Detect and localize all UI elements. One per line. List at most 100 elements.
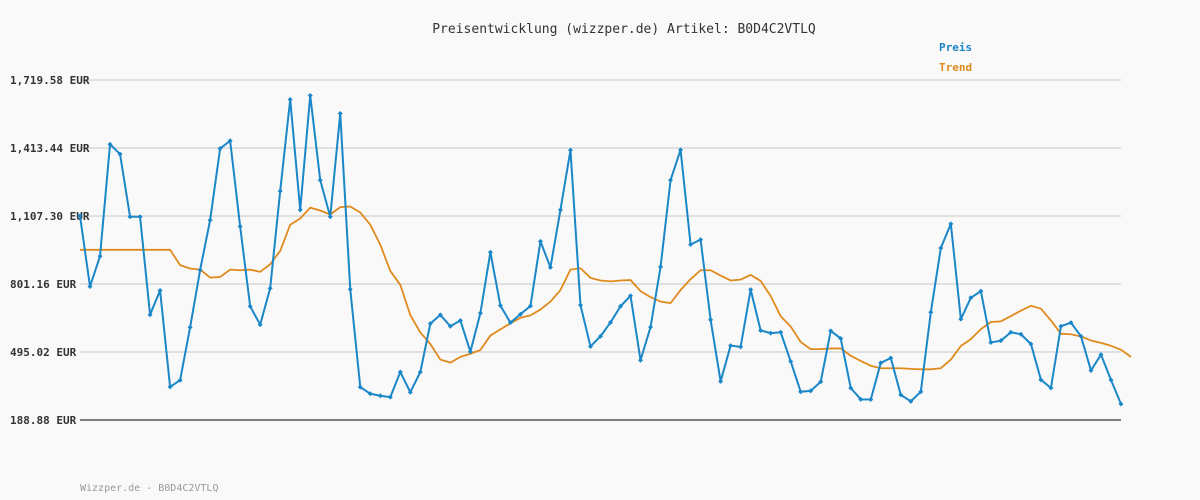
data-point [487,249,493,255]
data-point [818,379,824,385]
data-point [267,285,273,291]
data-point [888,355,894,361]
series-line-trend [80,205,1132,371]
data-point [547,264,553,270]
data-point [287,96,293,102]
data-point [517,311,523,317]
legend-entry-trend: Trend [939,61,972,74]
chart-title: Preisentwicklung (wizzper.de) Artikel: B… [432,22,816,37]
data-point [1068,320,1074,326]
data-point [918,389,924,395]
data-point [828,328,834,334]
data-point [147,312,153,318]
data-point [948,221,954,227]
grid-lines [80,79,1121,353]
data-point [507,320,513,326]
data-point [217,146,223,152]
data-point [638,357,644,363]
data-point [908,398,914,404]
data-point [157,287,163,293]
data-point [898,392,904,398]
data-point [1078,333,1084,339]
data-point [77,213,83,219]
data-point [567,147,573,153]
data-point [197,267,203,273]
data-point [587,343,593,349]
data-point [227,138,233,144]
data-point [1038,377,1044,383]
data-point [748,287,754,293]
data-point [648,324,654,330]
y-tick-label: 1,413.44 EUR [10,142,90,155]
data-point [387,394,393,400]
data-point [608,319,614,325]
data-point [1088,367,1094,373]
data-point [788,358,794,364]
data-point [327,214,333,220]
data-point [127,214,133,220]
data-point [868,397,874,403]
data-point [437,312,443,318]
data-point [988,339,994,345]
legend-entry-preis: Preis [939,41,972,54]
data-point [1028,341,1034,347]
y-tick-label: 495.02 EUR [10,346,77,359]
data-point [167,384,173,390]
data-point [1118,401,1124,407]
data-point [1048,385,1054,391]
data-point [928,309,934,315]
data-point [1108,377,1114,383]
data-point [457,317,463,323]
data-point [708,317,714,323]
data-point [718,378,724,384]
data-point [427,321,433,327]
y-tick-label: 1,719.58 EUR [10,74,90,87]
data-point [628,293,634,299]
y-axis-ticks: 188.88 EUR 495.02 EUR 801.16 EUR 1,107.30 E… [10,74,90,427]
data-point [1058,323,1064,329]
legend: Preis Trend [939,41,972,74]
data-point [978,288,984,294]
data-point [537,238,543,244]
data-point [838,335,844,341]
series-group [77,92,1132,407]
data-point [497,303,503,309]
data-point [878,360,884,366]
data-point [97,253,103,259]
data-point [347,286,353,292]
data-point [1008,329,1014,335]
data-point [407,389,413,395]
y-tick-label: 801.16 EUR [10,278,77,291]
data-point [858,396,864,402]
data-point [317,177,323,183]
footer-text: Wizzper.de - B0D4C2VTLQ [80,483,218,494]
data-point [557,207,563,213]
data-point [618,303,624,309]
data-point [477,310,483,316]
series-line-preis [79,94,1122,405]
data-point [87,283,93,289]
data-point [768,330,774,336]
data-point [137,214,143,220]
data-point [938,245,944,251]
data-point [117,151,123,157]
data-point [848,385,854,391]
data-point [698,237,704,243]
data-point [207,217,213,223]
data-point [277,188,283,194]
data-point [758,327,764,333]
data-point [397,369,403,375]
data-point [257,322,263,328]
data-point [107,141,113,147]
data-point [958,316,964,322]
data-point [1098,352,1104,358]
y-tick-label: 188.88 EUR [10,414,77,427]
data-point [467,349,473,355]
data-point [377,393,383,399]
data-point [688,241,694,247]
data-point [738,344,744,350]
data-point [297,207,303,213]
data-point [678,147,684,153]
data-point [417,369,423,375]
data-point [307,92,313,98]
